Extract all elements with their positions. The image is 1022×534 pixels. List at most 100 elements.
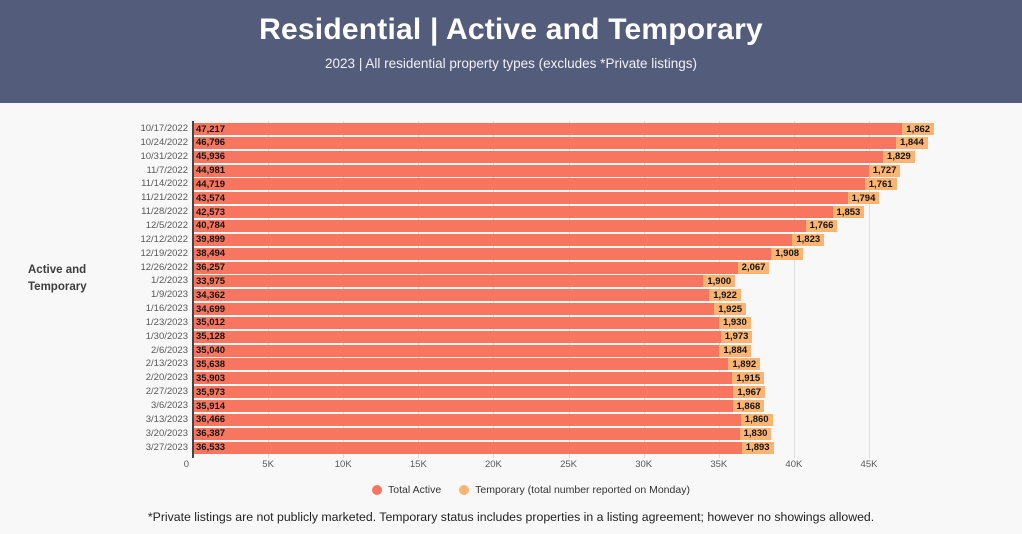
temporary-value-label: 1,844 xyxy=(895,136,928,149)
temporary-value-label: 1,930 xyxy=(718,316,751,329)
total-active-bar: 39,899 xyxy=(193,233,793,246)
row-date-label: 11/21/2022 xyxy=(141,192,188,204)
total-active-bar: 35,012 xyxy=(193,316,719,329)
bar-row: 2/27/2023 35,973 1,967 xyxy=(146,386,766,399)
temporary-value-label: 1,967 xyxy=(733,386,766,399)
total-active-bar: 40,784 xyxy=(193,219,806,232)
bar-row: 2/6/2023 35,040 1,884 xyxy=(151,344,752,357)
legend-label: Temporary (total number reported on Mond… xyxy=(475,484,690,496)
row-date-label: 2/13/2023 xyxy=(145,358,188,370)
row-date-label: 10/24/2022 xyxy=(140,136,188,148)
total-active-bar: 42,573 xyxy=(193,206,833,219)
bar-row: 11/21/2022 43,574 1,794 xyxy=(141,192,880,205)
row-date-label: 2/20/2023 xyxy=(145,372,188,384)
row-date-label: 12/26/2022 xyxy=(140,261,188,273)
total-active-value-label: 33,975 xyxy=(196,275,226,287)
row-date-label: 2/6/2023 xyxy=(151,344,188,356)
temporary-value-label: 1,829 xyxy=(883,150,915,163)
row-date-label: 11/28/2022 xyxy=(141,206,188,218)
bar-row: 12/5/2022 40,784 1,766 xyxy=(146,219,838,232)
total-active-value-label: 36,257 xyxy=(196,262,226,273)
total-active-value-label: 35,914 xyxy=(196,400,226,412)
total-active-bar: 45,936 xyxy=(193,150,884,163)
x-axis-tick-label: 15K xyxy=(409,459,427,470)
total-active-bar: 35,903 xyxy=(193,372,733,385)
total-active-value-label: 36,387 xyxy=(196,428,226,440)
bar-row: 1/23/2023 35,012 1,930 xyxy=(146,316,751,329)
total-active-value-label: 36,466 xyxy=(196,414,226,426)
y-axis-group-label: Active and Temporary xyxy=(28,264,87,293)
temporary-value-label: 1,823 xyxy=(792,233,825,246)
row-date-label: 12/5/2022 xyxy=(145,219,188,231)
temporary-value-label: 1,884 xyxy=(719,344,752,357)
row-date-label: 1/16/2023 xyxy=(145,303,188,315)
footnote: *Private listings are not publicly marke… xyxy=(147,510,875,524)
legend: Total Active Temporary (total number rep… xyxy=(193,484,869,496)
total-active-value-label: 35,012 xyxy=(196,317,226,329)
bar-row: 1/16/2023 34,699 1,925 xyxy=(146,303,747,316)
x-axis-tick-label: 10K xyxy=(334,459,352,470)
bar-row: 11/7/2022 44,981 1,727 xyxy=(146,164,901,177)
bar-row: 2/13/2023 35,638 1,892 xyxy=(146,358,761,371)
chart-header: Residential | Active and Temporary 2023 … xyxy=(0,0,1022,103)
x-axis-tick-label: 45K xyxy=(860,459,878,470)
bar-row: 11/14/2022 44,719 1,761 xyxy=(141,178,897,191)
temporary-value-label: 1,915 xyxy=(732,372,765,385)
total-active-bar: 34,362 xyxy=(193,289,710,302)
temporary-value-label: 1,868 xyxy=(732,400,765,412)
temporary-value-label: 1,830 xyxy=(739,427,772,440)
temporary-value-label: 1,860 xyxy=(740,413,773,426)
bar-row: 10/24/2022 46,796 1,844 xyxy=(140,136,928,149)
row-date-label: 12/19/2022 xyxy=(140,247,188,259)
temporary-value-label: 1,853 xyxy=(832,206,865,219)
total-active-value-label: 35,638 xyxy=(196,358,226,370)
total-active-value-label: 43,574 xyxy=(196,192,226,204)
total-active-bar: 47,217 xyxy=(193,123,903,135)
legend-label: Total Active xyxy=(388,484,442,496)
temporary-value-label: 1,761 xyxy=(864,178,897,191)
total-active-value-label: 35,128 xyxy=(196,331,226,343)
total-active-bar: 36,257 xyxy=(193,261,738,274)
row-date-label: 11/7/2022 xyxy=(146,164,188,176)
total-active-value-label: 44,981 xyxy=(196,165,226,177)
temporary-value-label: 1,892 xyxy=(728,358,761,371)
total-active-bar: 36,387 xyxy=(193,427,740,440)
total-active-bar: 35,973 xyxy=(193,386,734,399)
row-date-label: 3/20/2023 xyxy=(145,427,188,439)
temporary-value-label: 1,862 xyxy=(902,123,935,135)
total-active-bar: 35,914 xyxy=(193,400,733,412)
row-date-label: 3/27/2023 xyxy=(145,441,188,453)
row-date-label: 3/13/2023 xyxy=(145,413,188,425)
chart-title: Residential | Active and Temporary xyxy=(259,13,763,46)
bar-row: 11/28/2022 42,573 1,853 xyxy=(141,206,865,219)
bar-row: 10/31/2022 45,936 1,829 xyxy=(140,150,915,163)
bar-row: 3/27/2023 36,533 1,893 xyxy=(146,441,774,454)
total-active-value-label: 46,796 xyxy=(196,137,226,149)
total-active-bar: 36,466 xyxy=(193,413,741,426)
temporary-value-label: 1,893 xyxy=(741,441,774,454)
x-axis-tick-label: 40K xyxy=(785,459,803,470)
total-active-value-label: 35,040 xyxy=(196,345,226,357)
bar-row: 3/20/2023 36,387 1,830 xyxy=(146,427,772,440)
x-axis: 0 5K 10K 15K 20K 25K 30K 35K 40K 45K xyxy=(184,459,878,471)
temporary-value-label: 1,973 xyxy=(720,330,753,343)
bar-row: 1/9/2023 34,362 1,922 xyxy=(151,289,741,302)
row-date-label: 11/14/2022 xyxy=(141,178,188,190)
total-active-bar: 35,638 xyxy=(193,358,729,371)
x-axis-tick-label: 5K xyxy=(262,459,274,470)
row-date-label: 10/17/2022 xyxy=(140,123,188,134)
x-axis-tick-label: 0 xyxy=(183,459,189,470)
total-active-bar: 44,719 xyxy=(193,178,865,191)
bar-row: 3/13/2023 36,466 1,860 xyxy=(146,413,773,426)
total-active-value-label: 39,899 xyxy=(196,234,226,246)
total-active-bar: 35,040 xyxy=(193,344,720,357)
temporary-value-label: 1,766 xyxy=(805,219,838,232)
x-axis-tick-label: 30K xyxy=(635,459,653,470)
temporary-value-label: 1,925 xyxy=(714,303,747,316)
row-date-label: 3/6/2023 xyxy=(151,400,188,411)
total-active-legend-dot-icon xyxy=(372,485,383,495)
total-active-value-label: 42,573 xyxy=(196,206,226,218)
temporary-value-label: 1,794 xyxy=(847,192,880,205)
total-active-bar: 35,128 xyxy=(193,330,721,343)
